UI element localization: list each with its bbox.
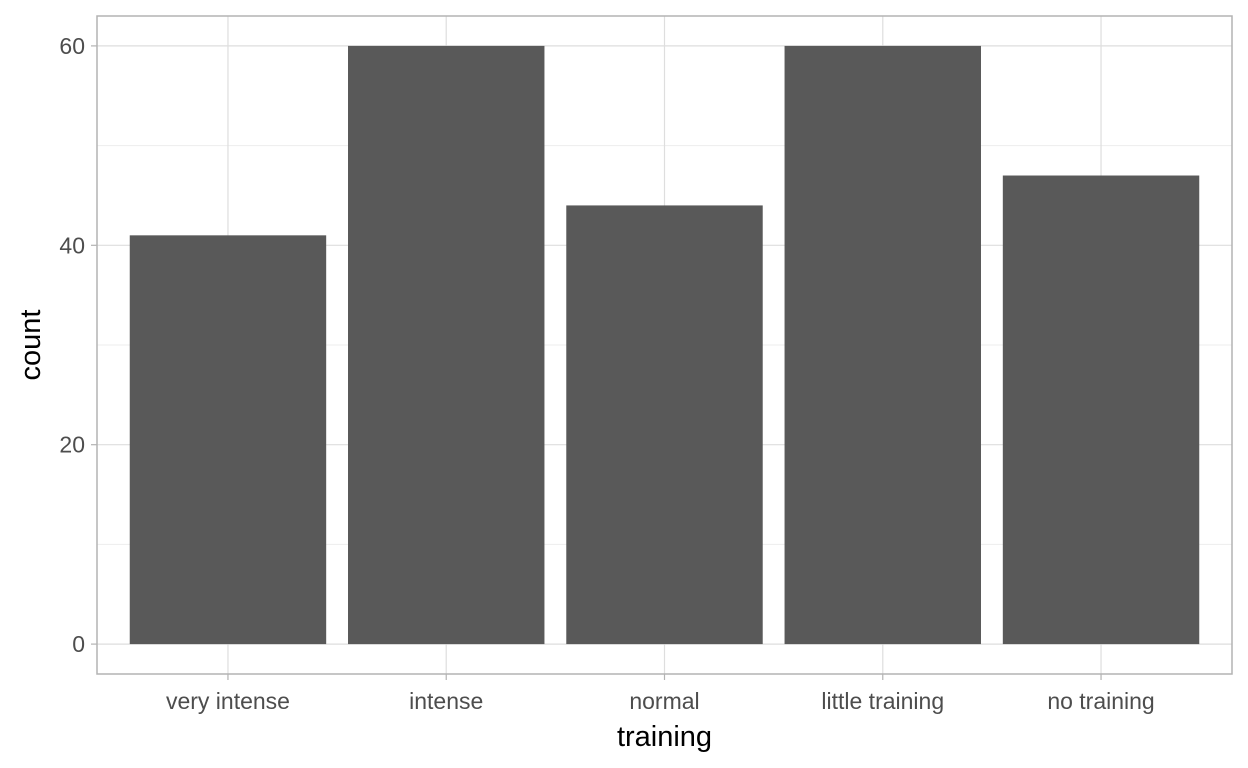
x-tick-label: intense xyxy=(409,688,483,714)
y-tick-label: 20 xyxy=(59,432,85,458)
x-tick-label: normal xyxy=(629,688,699,714)
x-tick-label: very intense xyxy=(166,688,290,714)
x-axis-ticks: very intense intense normal little training… xyxy=(166,674,1155,714)
x-tick-label: little training xyxy=(821,688,944,714)
bar-no-training xyxy=(1002,175,1200,645)
y-axis-ticks: 0 20 40 60 xyxy=(59,33,97,657)
y-axis-title: count xyxy=(15,310,47,381)
y-tick-label: 40 xyxy=(59,232,85,258)
y-tick-label: 60 xyxy=(59,33,85,59)
y-tick-label: 0 xyxy=(72,631,85,657)
bar-normal xyxy=(566,205,763,645)
x-tick-label: no training xyxy=(1047,688,1154,714)
x-axis-title: training xyxy=(617,721,712,753)
bars xyxy=(129,45,1200,645)
bar-very-intense xyxy=(129,235,327,645)
bar-little-training xyxy=(784,45,981,645)
bar-intense xyxy=(348,45,545,645)
